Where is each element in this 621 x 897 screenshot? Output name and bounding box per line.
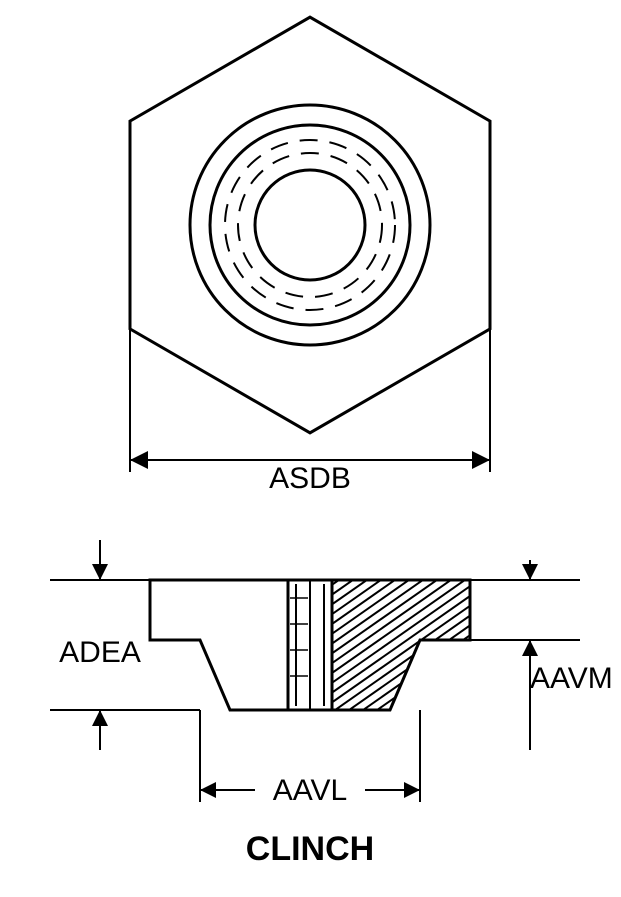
aavl-label: AAVL <box>273 774 348 807</box>
aavm-label: AAVM <box>530 662 613 695</box>
circle-dash-outer <box>225 140 395 310</box>
hex-outline <box>130 17 490 433</box>
title-label: CLINCH <box>246 830 374 868</box>
circle-dash-inner <box>238 153 382 297</box>
technical-drawing: ASDB ADEA AAVM AAVL CLINCH <box>0 0 621 897</box>
circle-inner <box>255 170 365 280</box>
adea-label: ADEA <box>59 636 141 669</box>
circle-mid <box>210 125 410 325</box>
asdb-label: ASDB <box>269 462 351 495</box>
